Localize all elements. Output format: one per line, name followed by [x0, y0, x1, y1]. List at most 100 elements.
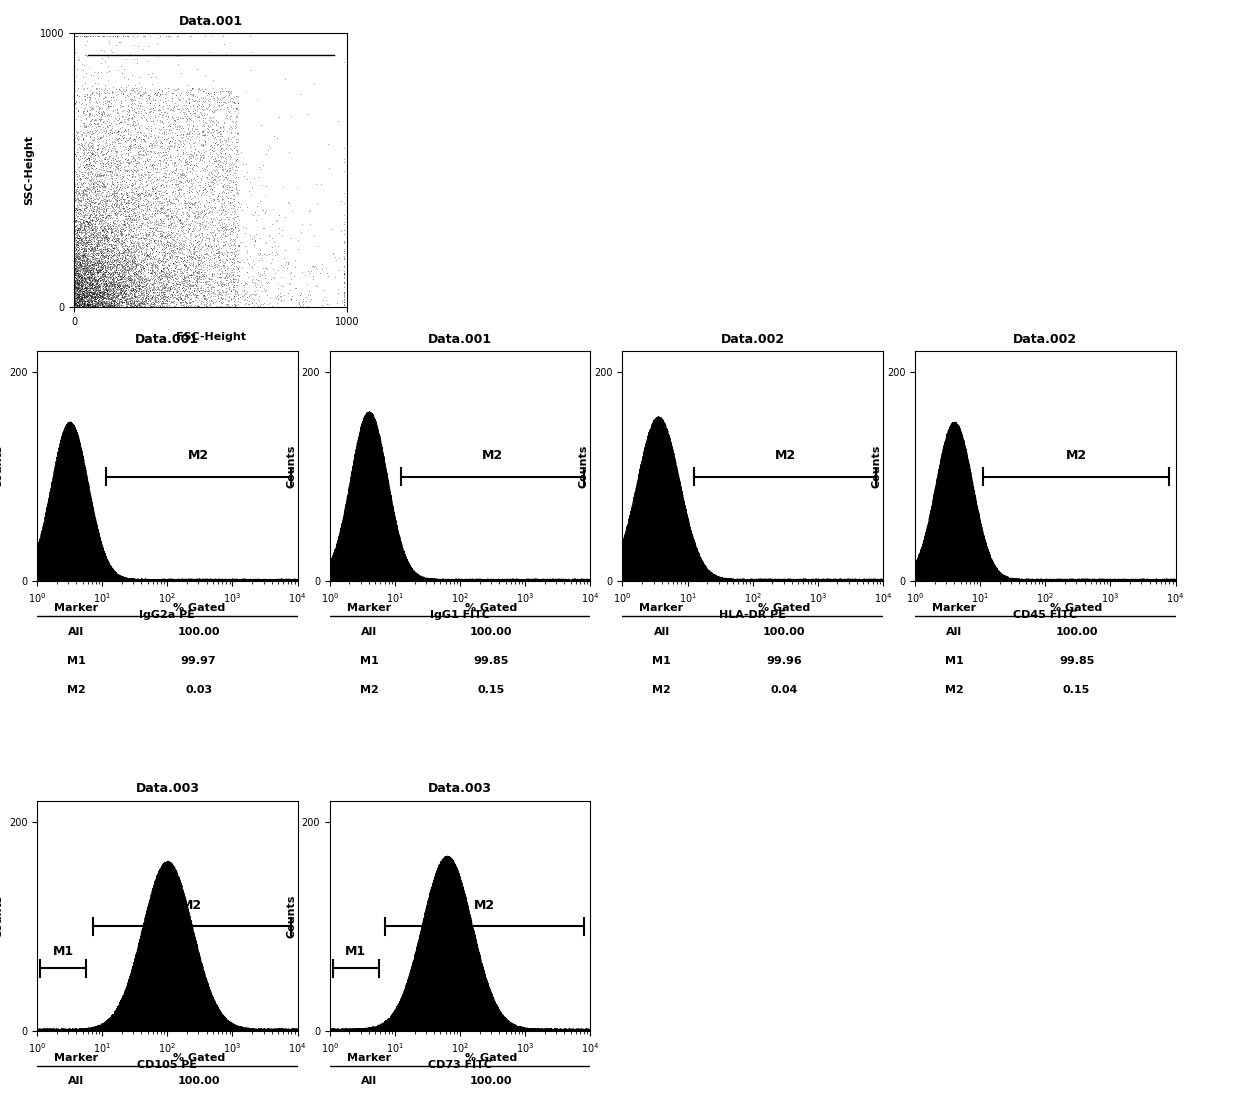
- Point: [191, 202, 211, 219]
- Point: [78, 296, 98, 314]
- Point: [170, 91, 190, 109]
- Point: [98, 179, 118, 196]
- Point: [76, 279, 95, 296]
- Point: [175, 257, 195, 274]
- Point: [87, 168, 107, 185]
- Point: [254, 262, 274, 280]
- Point: [105, 110, 125, 127]
- Point: [81, 271, 100, 289]
- Point: [213, 27, 233, 45]
- Point: [181, 179, 201, 196]
- Point: [222, 131, 242, 148]
- Point: [133, 293, 153, 310]
- Point: [86, 279, 105, 296]
- Point: [71, 246, 91, 263]
- Point: [131, 296, 151, 314]
- Point: [113, 84, 133, 102]
- Point: [95, 285, 115, 303]
- Point: [205, 259, 224, 276]
- Point: [109, 291, 129, 308]
- Point: [268, 279, 288, 296]
- Point: [120, 246, 140, 263]
- Point: [206, 297, 226, 315]
- Point: [145, 133, 165, 150]
- Point: [108, 281, 128, 298]
- Point: [226, 109, 246, 126]
- Point: [172, 233, 192, 250]
- Point: [76, 205, 95, 223]
- Point: [84, 132, 104, 149]
- Point: [77, 280, 97, 297]
- Point: [89, 214, 109, 231]
- Point: [81, 212, 100, 229]
- Point: [126, 282, 146, 299]
- Point: [99, 297, 119, 315]
- Point: [72, 238, 92, 256]
- Point: [86, 291, 105, 308]
- Point: [100, 297, 120, 315]
- Point: [139, 292, 159, 309]
- Point: [100, 142, 120, 159]
- Point: [103, 296, 123, 314]
- Point: [145, 171, 165, 189]
- Point: [105, 229, 125, 247]
- Point: [136, 185, 156, 203]
- Point: [71, 185, 91, 203]
- Point: [107, 197, 126, 215]
- Point: [335, 283, 355, 301]
- Point: [117, 204, 136, 222]
- Point: [108, 246, 128, 263]
- Point: [113, 206, 133, 224]
- Point: [187, 297, 207, 315]
- Point: [78, 296, 98, 314]
- Point: [81, 251, 100, 269]
- Point: [76, 208, 95, 226]
- Point: [170, 275, 190, 293]
- Point: [202, 264, 222, 282]
- Point: [95, 169, 115, 186]
- Point: [161, 223, 181, 240]
- Point: [102, 237, 122, 255]
- Point: [223, 270, 243, 287]
- Point: [74, 149, 94, 167]
- Point: [141, 257, 161, 274]
- Point: [93, 208, 113, 226]
- Point: [179, 271, 198, 289]
- Point: [74, 245, 94, 262]
- Point: [69, 235, 89, 252]
- Point: [102, 217, 122, 235]
- Point: [205, 199, 224, 216]
- Point: [221, 229, 241, 247]
- Point: [139, 137, 159, 155]
- Point: [77, 293, 97, 310]
- Point: [74, 220, 94, 238]
- Point: [125, 256, 145, 273]
- Point: [73, 264, 93, 282]
- Point: [79, 280, 99, 297]
- Point: [73, 282, 93, 299]
- Point: [68, 244, 88, 261]
- Point: [89, 212, 109, 229]
- Point: [153, 204, 172, 222]
- Point: [94, 229, 114, 247]
- Point: [67, 236, 87, 253]
- Point: [81, 269, 100, 286]
- Point: [79, 282, 99, 299]
- Point: [216, 286, 236, 304]
- Point: [78, 275, 98, 293]
- Point: [207, 192, 227, 210]
- Point: [164, 255, 184, 272]
- Point: [88, 246, 108, 263]
- Point: [94, 219, 114, 237]
- Point: [270, 287, 290, 305]
- Point: [93, 291, 113, 308]
- Point: [104, 184, 124, 202]
- Point: [258, 246, 278, 263]
- Point: [82, 289, 102, 306]
- Point: [81, 283, 100, 301]
- Point: [221, 284, 241, 302]
- Point: [187, 185, 207, 203]
- Point: [120, 270, 140, 287]
- Point: [180, 149, 200, 167]
- Point: [122, 180, 141, 197]
